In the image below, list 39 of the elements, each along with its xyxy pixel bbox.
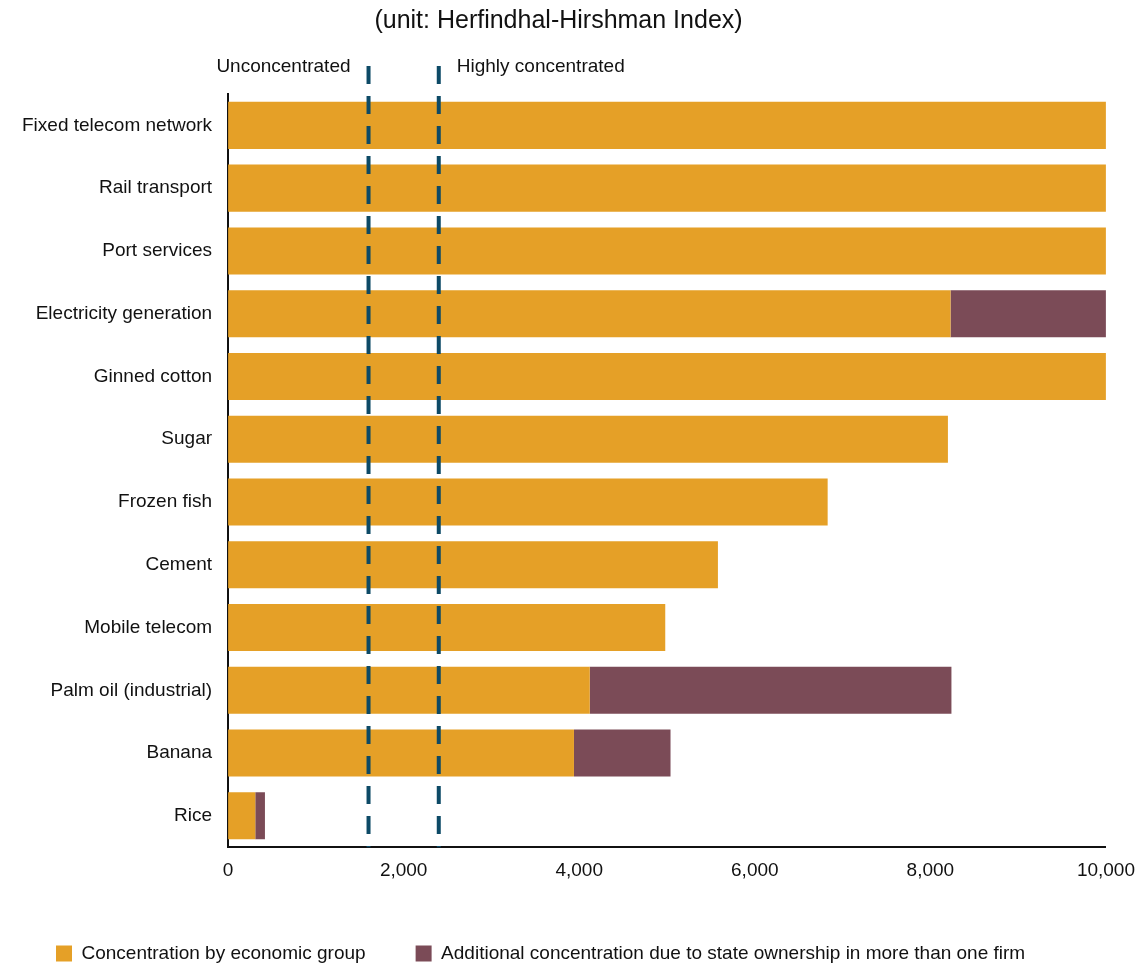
y-tick-label: Palm oil (industrial)	[50, 678, 213, 700]
y-tick-label: Rice	[174, 804, 213, 826]
ref-line-label: Highly concentrated	[456, 55, 625, 77]
y-tick-label: Cement	[145, 552, 213, 574]
y-tick-label: Mobile telecom	[84, 615, 213, 637]
x-tick-label: 10,000	[1076, 858, 1136, 880]
x-tick-label: 0	[222, 858, 234, 880]
bar	[573, 729, 671, 777]
y-tick-label: Banana	[146, 741, 213, 763]
x-tick-label: 4,000	[555, 858, 603, 880]
bar	[228, 164, 1106, 212]
y-tick-label: Fixed telecom network	[22, 113, 213, 135]
bar	[228, 603, 666, 652]
y-tick-label: Electricity generation	[35, 301, 213, 323]
bar	[950, 290, 1106, 338]
bar	[228, 729, 574, 777]
bar	[228, 290, 951, 338]
chart-title: (unit: Herfindhal-Hirshman Index)	[374, 4, 743, 33]
y-tick-label: Ginned cotton	[93, 364, 213, 386]
y-tick-label: Sugar	[161, 427, 213, 449]
bar	[228, 478, 828, 526]
bar	[228, 792, 256, 840]
ref-line-label: Unconcentrated	[216, 55, 351, 77]
bar	[228, 101, 1106, 149]
legend-label: Additional concentration due to state ownership in more than one firm	[441, 941, 1026, 963]
bar	[228, 415, 948, 463]
x-tick-label: 2,000	[379, 858, 428, 880]
bar	[228, 227, 1106, 275]
bar	[228, 666, 590, 714]
y-tick-label: Port services	[102, 239, 213, 261]
legend-label: Concentration by economic group	[81, 941, 366, 963]
y-tick-label: Rail transport	[99, 176, 213, 198]
x-tick-label: 8,000	[906, 858, 955, 880]
x-tick-label: 6,000	[731, 858, 779, 880]
y-tick-label: Frozen fish	[118, 490, 213, 512]
bar	[255, 792, 265, 840]
bar	[228, 352, 1106, 400]
bar	[589, 666, 952, 714]
bar	[228, 541, 718, 589]
